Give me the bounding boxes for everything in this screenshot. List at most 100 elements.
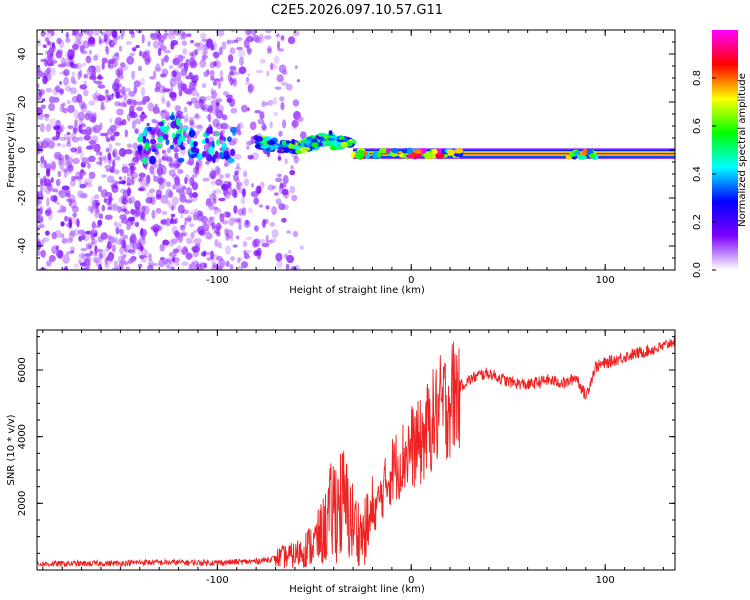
onset-blob (149, 155, 156, 165)
noise-blob (277, 153, 281, 159)
noise-blob (121, 239, 126, 249)
noise-blob (81, 30, 87, 33)
noise-blob (90, 229, 98, 234)
noise-blob (226, 229, 234, 239)
noise-blob (37, 191, 40, 202)
noise-blob (129, 52, 135, 57)
noise-blob (149, 165, 155, 175)
onset-blob (151, 148, 157, 153)
noise-blob (154, 103, 159, 112)
noise-blob (65, 156, 74, 165)
noise-blob (94, 194, 100, 199)
noise-blob (165, 181, 172, 188)
noise-blob (114, 221, 118, 227)
onset-blob (177, 157, 185, 163)
noise-blob (233, 153, 242, 160)
noise-blob (158, 164, 165, 168)
noise-blob (183, 117, 189, 123)
noise-blob (165, 242, 170, 248)
noise-blob (287, 249, 292, 254)
noise-blob (231, 188, 237, 198)
noise-blob (84, 182, 93, 188)
noise-blob (104, 263, 110, 269)
noise-blob (90, 240, 96, 246)
noise-blob (280, 35, 285, 41)
noise-blob (170, 92, 177, 102)
noise-blob (37, 215, 44, 223)
noise-blob (106, 175, 115, 184)
noise-blob (114, 155, 120, 161)
noise-blob (202, 108, 211, 113)
noise-blob (127, 249, 136, 253)
noise-blob (180, 68, 187, 77)
onset-blob (218, 152, 224, 159)
noise-blob (85, 260, 91, 269)
onset-blob (138, 132, 142, 138)
noise-blob (118, 147, 127, 157)
noise-blob (59, 204, 64, 213)
noise-blob (160, 194, 168, 204)
noise-blob (234, 190, 238, 199)
noise-blob (141, 51, 148, 59)
noise-blob (227, 73, 232, 82)
noise-blob (277, 156, 282, 161)
noise-blob (257, 36, 262, 43)
noise-blob (291, 119, 299, 128)
noise-blob (37, 39, 42, 47)
noise-blob (117, 205, 122, 214)
noise-blob (67, 49, 76, 54)
onset-blob (192, 141, 198, 147)
colorbar-tick-label: 0.2 (692, 214, 703, 230)
noise-blob (139, 254, 148, 259)
noise-blob (119, 236, 125, 245)
noise-blob (60, 103, 65, 109)
noise-blob (162, 88, 171, 93)
noise-blob (81, 252, 85, 260)
noise-blob (123, 94, 128, 101)
noise-blob (181, 185, 187, 191)
noise-blob (265, 234, 269, 243)
noise-blob (82, 89, 89, 97)
onset-blob (221, 142, 227, 151)
noise-blob (160, 257, 165, 261)
noise-blob (211, 89, 217, 100)
wander-blob (287, 144, 296, 149)
noise-blob (260, 181, 265, 189)
noise-blob (203, 71, 209, 77)
noise-blob (100, 105, 106, 111)
noise-blob (199, 59, 206, 68)
noise-blob (294, 65, 298, 70)
noise-blob (68, 231, 74, 241)
noise-blob (45, 123, 52, 133)
noise-blob (98, 252, 103, 260)
noise-blob (281, 217, 287, 223)
noise-blob (47, 56, 56, 66)
noise-blob (51, 162, 56, 171)
noise-blob (162, 86, 167, 95)
noise-blob (111, 93, 115, 97)
disturbance-blob (574, 150, 580, 155)
noise-blob (233, 205, 238, 214)
noise-blob (117, 229, 122, 233)
noise-blob (234, 166, 242, 173)
noise-blob (245, 76, 250, 83)
noise-blob (214, 238, 219, 247)
noise-blob (43, 178, 52, 187)
noise-blob (194, 42, 200, 47)
noise-blob (115, 142, 121, 146)
noise-blob (161, 97, 166, 105)
noise-blob (55, 125, 63, 135)
noise-blob (213, 262, 218, 268)
noise-blob (210, 88, 214, 95)
noise-blob (201, 216, 208, 224)
wander-blob (327, 137, 336, 141)
noise-blob (103, 198, 108, 203)
noise-blob (118, 45, 123, 52)
noise-blob (237, 130, 242, 136)
onset-blob (205, 137, 210, 144)
noise-blob (168, 162, 174, 168)
noise-blob (177, 169, 184, 174)
noise-blob (126, 197, 133, 204)
wander-blob (340, 141, 348, 148)
noise-blob (95, 65, 101, 73)
